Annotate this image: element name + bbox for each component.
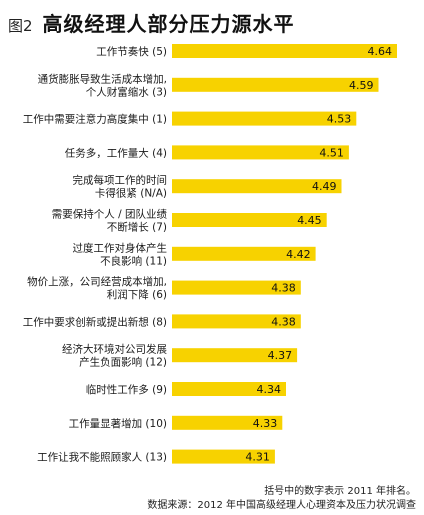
category-label: 工作中要求创新或提出新想 (8): [23, 315, 167, 328]
category-label: 需要保持个人 / 团队业绩不断增长 (7): [52, 208, 168, 234]
category-label: 工作节奏快 (5): [96, 46, 167, 58]
category-label: 任务多，工作量大 (4): [65, 146, 167, 159]
bar: [172, 179, 342, 194]
bar-value-label: 4.37: [268, 349, 293, 362]
bar-value-label: 4.33: [253, 417, 278, 430]
bar-value-label: 4.38: [271, 315, 296, 328]
bar: [172, 314, 301, 329]
category-label: 过度工作对身体产生不良影响 (11): [73, 241, 168, 267]
bar-value-label: 4.45: [297, 214, 322, 227]
category-label: 通货膨胀导致生活成本增加,个人财富缩水 (3): [38, 72, 167, 98]
chart-title-row: 图2 高级经理人部分压力源水平: [8, 8, 295, 37]
bar: [172, 415, 283, 430]
bar: [172, 246, 316, 261]
bar-value-label: 4.59: [349, 79, 374, 92]
bar: [172, 382, 286, 396]
chart-title: 高级经理人部分压力源水平: [42, 12, 295, 36]
bar-value-label: 4.42: [286, 248, 311, 261]
bar: [172, 145, 349, 160]
bar: [172, 348, 298, 363]
footnote-rank-note: 括号中的数字表示 2011 年排名。: [264, 486, 416, 497]
bar-value-label: 4.31: [245, 451, 270, 464]
category-label: 工作让我不能照顾家人 (13): [37, 451, 167, 464]
category-label: 工作量显著增加 (10): [69, 417, 167, 430]
bar-value-label: 4.53: [327, 113, 352, 126]
bar-value-label: 4.34: [257, 383, 282, 396]
category-label: 工作中需要注意力高度集中 (1): [23, 113, 167, 126]
bar: [172, 449, 275, 464]
bar: [172, 280, 301, 295]
category-label: 经济大环境对公司发展产生负面影响 (12): [62, 343, 167, 369]
category-label: 物价上涨，公司经营成本增加,利润下降 (6): [27, 275, 167, 301]
bar-value-label: 4.64: [368, 45, 393, 58]
figure-label: 图2: [8, 17, 33, 35]
bar-value-label: 4.49: [312, 180, 337, 193]
bar-value-label: 4.38: [271, 282, 296, 295]
category-label: 临时性工作多 (9): [86, 383, 167, 396]
category-label: 完成每项工作的时间卡得很紧 (N/A): [73, 174, 168, 200]
footnote-data-source: 数据来源：2012 年中国高级经理人心理资本及压力状况调查: [147, 500, 416, 511]
bar: [172, 77, 379, 92]
bar-value-label: 4.51: [319, 146, 344, 159]
bar: [172, 44, 397, 58]
bar: [172, 111, 357, 126]
bar: [172, 213, 327, 227]
